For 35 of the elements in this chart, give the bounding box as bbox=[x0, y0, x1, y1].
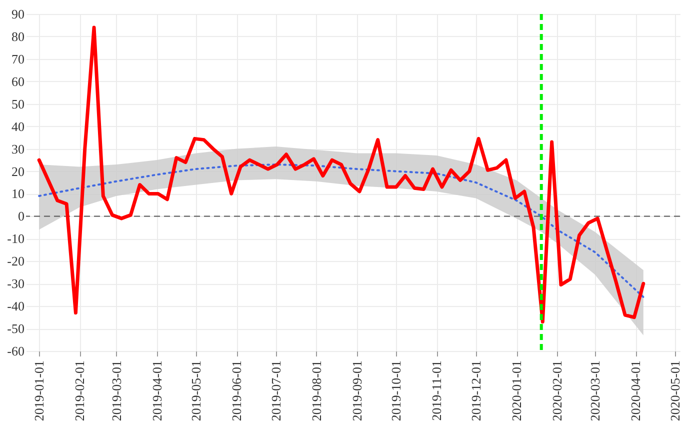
x-tick-label: 2019-08-01 bbox=[308, 360, 324, 422]
y-tick-label: 10 bbox=[12, 186, 24, 202]
y-tick-label: -20 bbox=[7, 254, 24, 269]
y-tick-label: 20 bbox=[12, 164, 24, 179]
y-tick-label: 80 bbox=[12, 28, 24, 44]
x-tick-label: 2019-01-01 bbox=[32, 360, 47, 422]
x-tick-label: 2019-07-01 bbox=[268, 360, 284, 422]
y-tick-label: 30 bbox=[12, 141, 24, 156]
x-tick-label: 2020-05-01 bbox=[667, 360, 682, 422]
x-tick-label: 2020-01-01 bbox=[509, 360, 524, 422]
y-tick-label: 60 bbox=[12, 74, 24, 89]
x-tick-label: 2019-10-01 bbox=[388, 360, 404, 422]
x-tick-label: 2019-05-01 bbox=[188, 360, 204, 422]
x-tick-label: 2019-06-01 bbox=[229, 360, 244, 422]
y-tick-label: 50 bbox=[12, 96, 24, 112]
x-tick-label: 2020-02-01 bbox=[550, 360, 565, 422]
y-tick-label: -10 bbox=[7, 231, 24, 246]
x-tick-label: 2020-03-01 bbox=[587, 360, 602, 422]
x-tick-label: 2019-04-01 bbox=[149, 360, 164, 422]
y-tick-label: -30 bbox=[7, 276, 24, 292]
line-series bbox=[38, 164, 644, 298]
x-tick-label: 2019-11-01 bbox=[429, 360, 444, 421]
y-tick-label: -60 bbox=[7, 344, 24, 358]
y-tick-label: 90 bbox=[12, 6, 24, 22]
y-tick-label: -40 bbox=[7, 298, 24, 314]
x-tick-label: 2019-12-01 bbox=[468, 360, 484, 422]
x-tick-label: 2019-03-01 bbox=[108, 360, 124, 422]
y-tick-label: 70 bbox=[12, 51, 24, 66]
line-series bbox=[37, 26, 646, 324]
x-tick-label: 2019-09-01 bbox=[349, 360, 364, 422]
x-tick-label: 2020-04-01 bbox=[628, 360, 644, 422]
y-tick-label: 0 bbox=[18, 208, 24, 224]
y-tick-label: 40 bbox=[12, 118, 24, 134]
x-tick-label: 2019-02-01 bbox=[72, 360, 88, 422]
y-tick-label: -50 bbox=[7, 321, 24, 336]
